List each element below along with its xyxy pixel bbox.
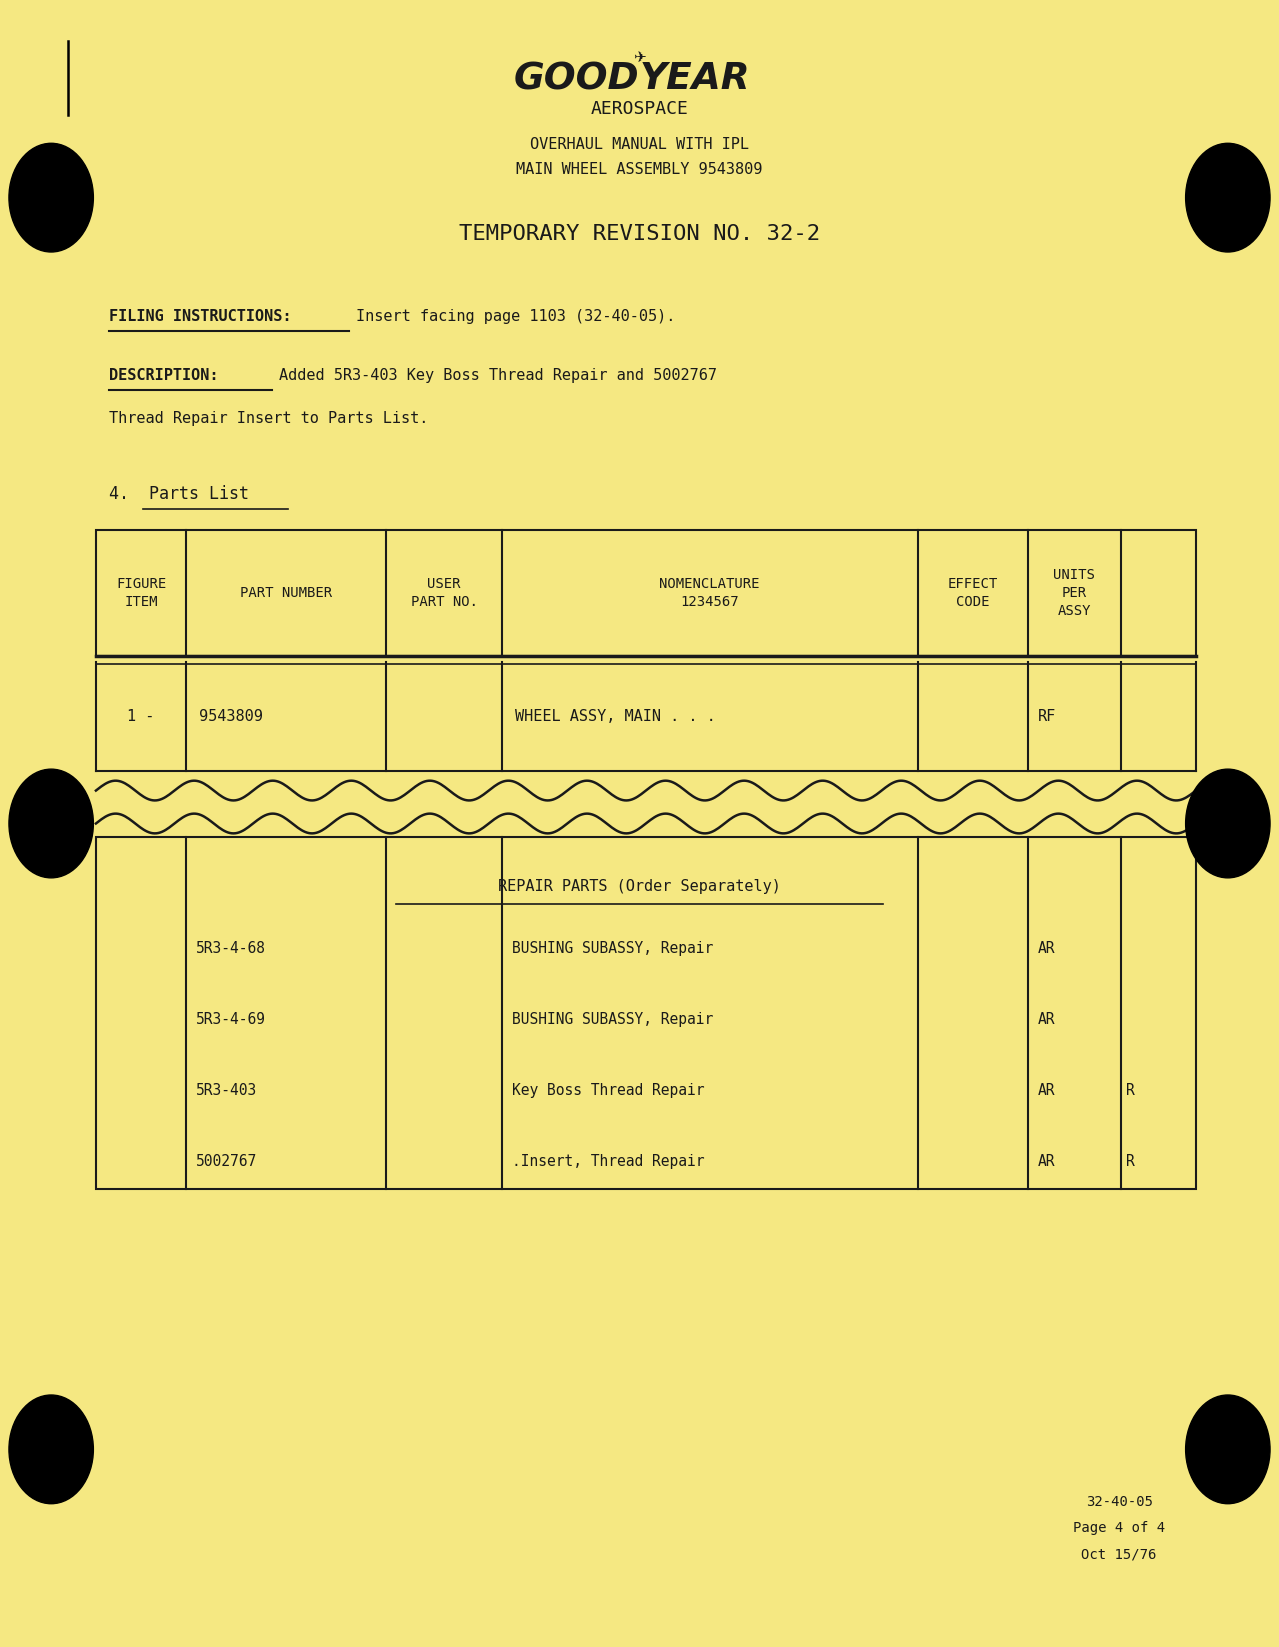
Text: 5R3-403: 5R3-403: [197, 1082, 257, 1099]
Text: DESCRIPTION:: DESCRIPTION:: [109, 367, 219, 384]
Bar: [96, 530, 1196, 656]
Text: FIGURE
ITEM: FIGURE ITEM: [116, 576, 166, 609]
Text: R: R: [1127, 1153, 1134, 1169]
Text: 9543809: 9543809: [200, 708, 262, 725]
Text: R: R: [1127, 1082, 1134, 1099]
Text: USER
PART NO.: USER PART NO.: [411, 576, 477, 609]
Text: FILING INSTRUCTIONS:: FILING INSTRUCTIONS:: [109, 308, 292, 324]
Text: 5R3-4-69: 5R3-4-69: [197, 1011, 266, 1028]
Text: OVERHAUL MANUAL WITH IPL: OVERHAUL MANUAL WITH IPL: [530, 137, 749, 153]
Text: GOOD: GOOD: [514, 61, 640, 97]
Text: AR: AR: [1037, 1153, 1055, 1169]
Text: BUSHING SUBASSY, Repair: BUSHING SUBASSY, Repair: [512, 1011, 714, 1028]
Circle shape: [9, 1395, 93, 1504]
Text: TEMPORARY REVISION NO. 32-2: TEMPORARY REVISION NO. 32-2: [459, 224, 820, 244]
Text: Thread Repair Insert to Parts List.: Thread Repair Insert to Parts List.: [109, 410, 428, 427]
Circle shape: [1186, 769, 1270, 878]
Text: EFFECT
CODE: EFFECT CODE: [948, 576, 998, 609]
Text: Insert facing page 1103 (32-40-05).: Insert facing page 1103 (32-40-05).: [356, 308, 675, 324]
Text: BUSHING SUBASSY, Repair: BUSHING SUBASSY, Repair: [512, 940, 714, 957]
Text: RF: RF: [1037, 708, 1056, 725]
Text: WHEEL ASSY, MAIN . . .: WHEEL ASSY, MAIN . . .: [514, 708, 715, 725]
Text: AR: AR: [1037, 1082, 1055, 1099]
Text: 32-40-05: 32-40-05: [1086, 1495, 1152, 1509]
Text: AR: AR: [1037, 1011, 1055, 1028]
Text: PART NUMBER: PART NUMBER: [240, 586, 333, 600]
Bar: [96, 837, 1196, 1189]
Text: 5R3-4-68: 5R3-4-68: [197, 940, 266, 957]
Text: 1 -: 1 -: [128, 708, 155, 725]
Text: AEROSPACE: AEROSPACE: [591, 100, 688, 117]
Circle shape: [1186, 143, 1270, 252]
Text: NOMENCLATURE
1234567: NOMENCLATURE 1234567: [660, 576, 760, 609]
Circle shape: [9, 143, 93, 252]
Circle shape: [9, 769, 93, 878]
Text: .Insert, Thread Repair: .Insert, Thread Repair: [512, 1153, 705, 1169]
Text: 4.  Parts List: 4. Parts List: [109, 486, 248, 502]
Circle shape: [1186, 1395, 1270, 1504]
Text: REPAIR PARTS (Order Separately): REPAIR PARTS (Order Separately): [498, 878, 781, 894]
Text: Oct 15/76: Oct 15/76: [1082, 1548, 1156, 1561]
Text: Page 4 of 4: Page 4 of 4: [1073, 1522, 1165, 1535]
Text: Key Boss Thread Repair: Key Boss Thread Repair: [512, 1082, 705, 1099]
Text: YEAR: YEAR: [640, 61, 749, 97]
Text: MAIN WHEEL ASSEMBLY 9543809: MAIN WHEEL ASSEMBLY 9543809: [517, 161, 762, 178]
Text: 5002767: 5002767: [197, 1153, 257, 1169]
Text: AR: AR: [1037, 940, 1055, 957]
Text: UNITS
PER
ASSY: UNITS PER ASSY: [1054, 568, 1095, 618]
Text: $✈$: $✈$: [633, 49, 646, 66]
Text: Added 5R3-403 Key Boss Thread Repair and 5002767: Added 5R3-403 Key Boss Thread Repair and…: [279, 367, 716, 384]
